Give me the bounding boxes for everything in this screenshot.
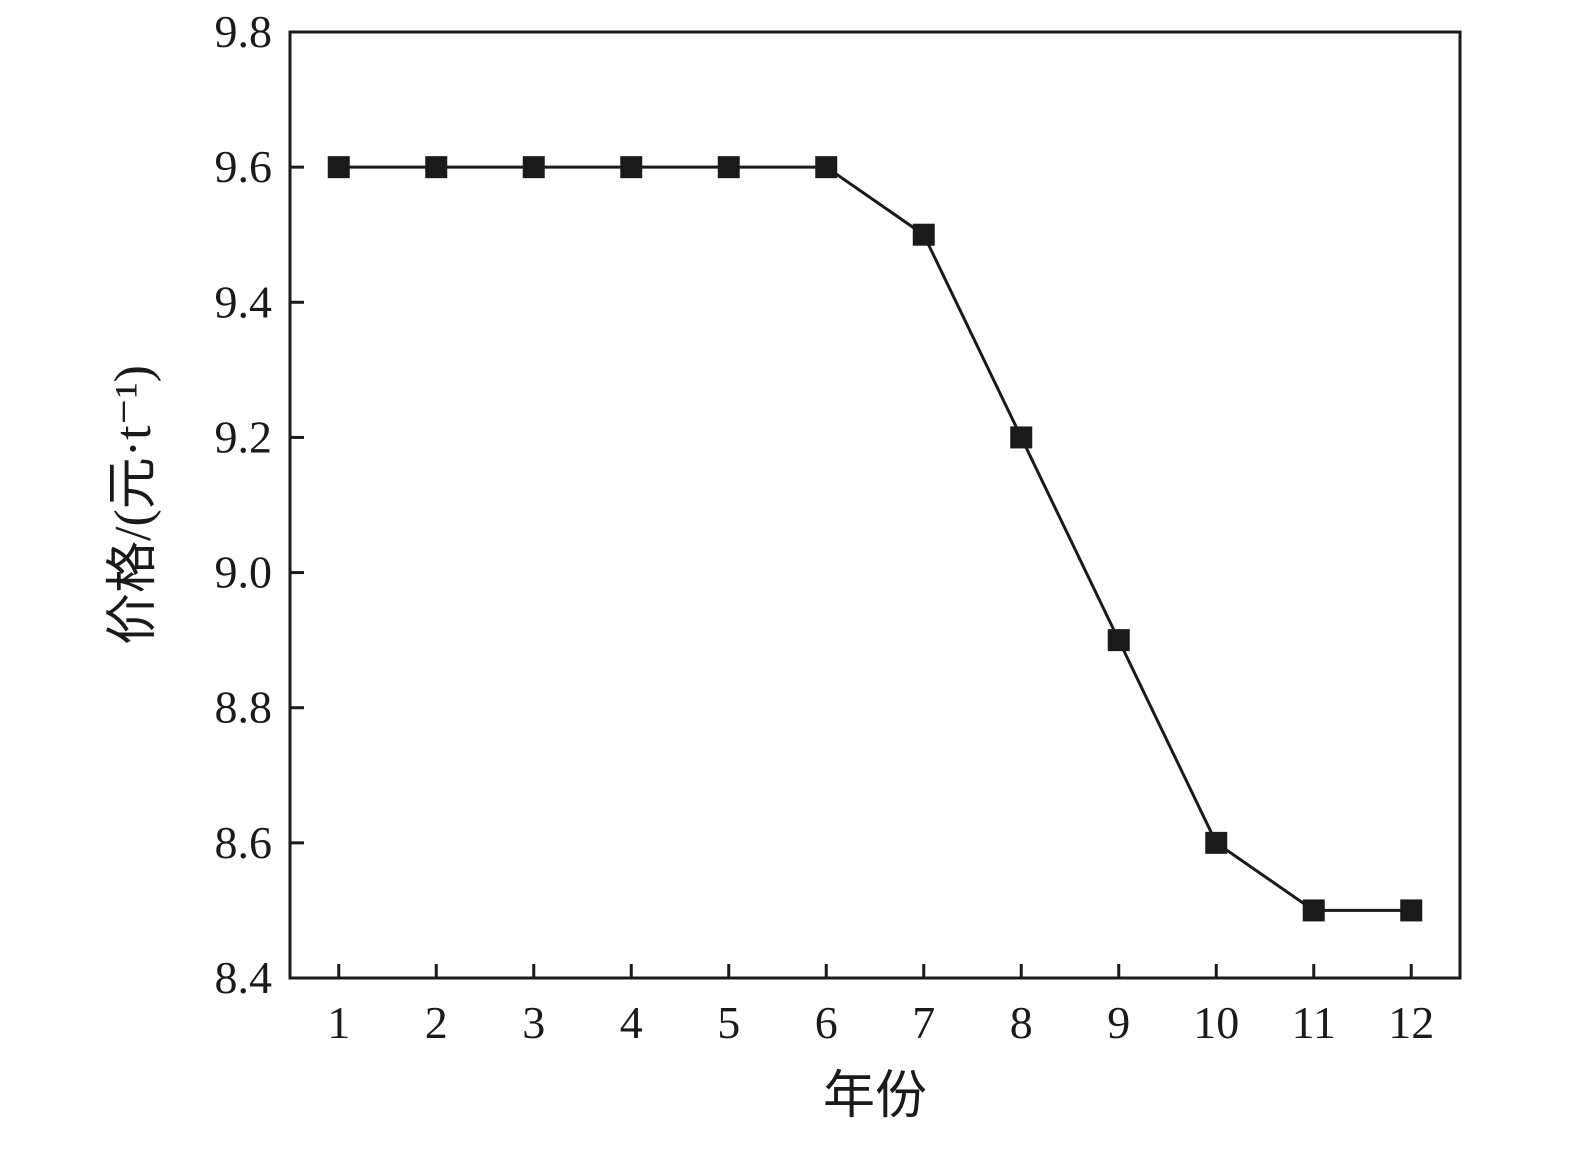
- x-axis-tick-label: 8: [1010, 997, 1033, 1048]
- data-point-marker: [815, 156, 838, 179]
- x-axis-tick-label: 5: [717, 997, 740, 1048]
- data-point-marker: [1400, 899, 1423, 922]
- data-point-marker: [1302, 899, 1325, 922]
- data-point-marker: [425, 156, 448, 179]
- x-axis-tick-label: 7: [912, 997, 935, 1048]
- x-axis-tick-label: 6: [815, 997, 838, 1048]
- data-point-marker: [327, 156, 350, 179]
- x-axis-tick-label: 2: [425, 997, 448, 1048]
- y-axis-title: 价格/(元·t⁻¹): [105, 365, 162, 645]
- data-point-marker: [1205, 831, 1228, 854]
- x-axis-title: 年份: [823, 1068, 927, 1125]
- y-axis-tick-label: 9.0: [215, 547, 273, 598]
- x-axis-tick-label: 3: [522, 997, 545, 1048]
- data-point-marker: [1010, 426, 1033, 449]
- data-point-marker: [717, 156, 740, 179]
- y-axis-tick-label: 9.2: [215, 411, 273, 462]
- data-point-marker: [620, 156, 643, 179]
- x-axis-tick-label: 10: [1193, 997, 1239, 1048]
- x-axis-tick-label: 12: [1388, 997, 1434, 1048]
- x-axis-tick-label: 1: [327, 997, 350, 1048]
- data-point-marker: [912, 223, 935, 246]
- data-point-marker: [522, 156, 545, 179]
- y-axis-tick-label: 8.6: [215, 817, 273, 868]
- x-axis-tick-label: 4: [620, 997, 643, 1048]
- y-axis-tick-label: 8.8: [215, 682, 273, 733]
- x-axis-tick-label: 11: [1292, 997, 1336, 1048]
- y-axis-tick-label: 9.8: [215, 6, 273, 57]
- data-point-marker: [1107, 629, 1130, 652]
- plot-frame: [288, 30, 1462, 980]
- y-axis-tick-label: 9.6: [215, 141, 273, 192]
- y-axis-tick-label: 8.4: [215, 952, 273, 1003]
- x-axis-tick-label: 9: [1107, 997, 1130, 1048]
- data-line: [338, 165, 1412, 912]
- y-axis-tick-label: 9.4: [215, 276, 273, 327]
